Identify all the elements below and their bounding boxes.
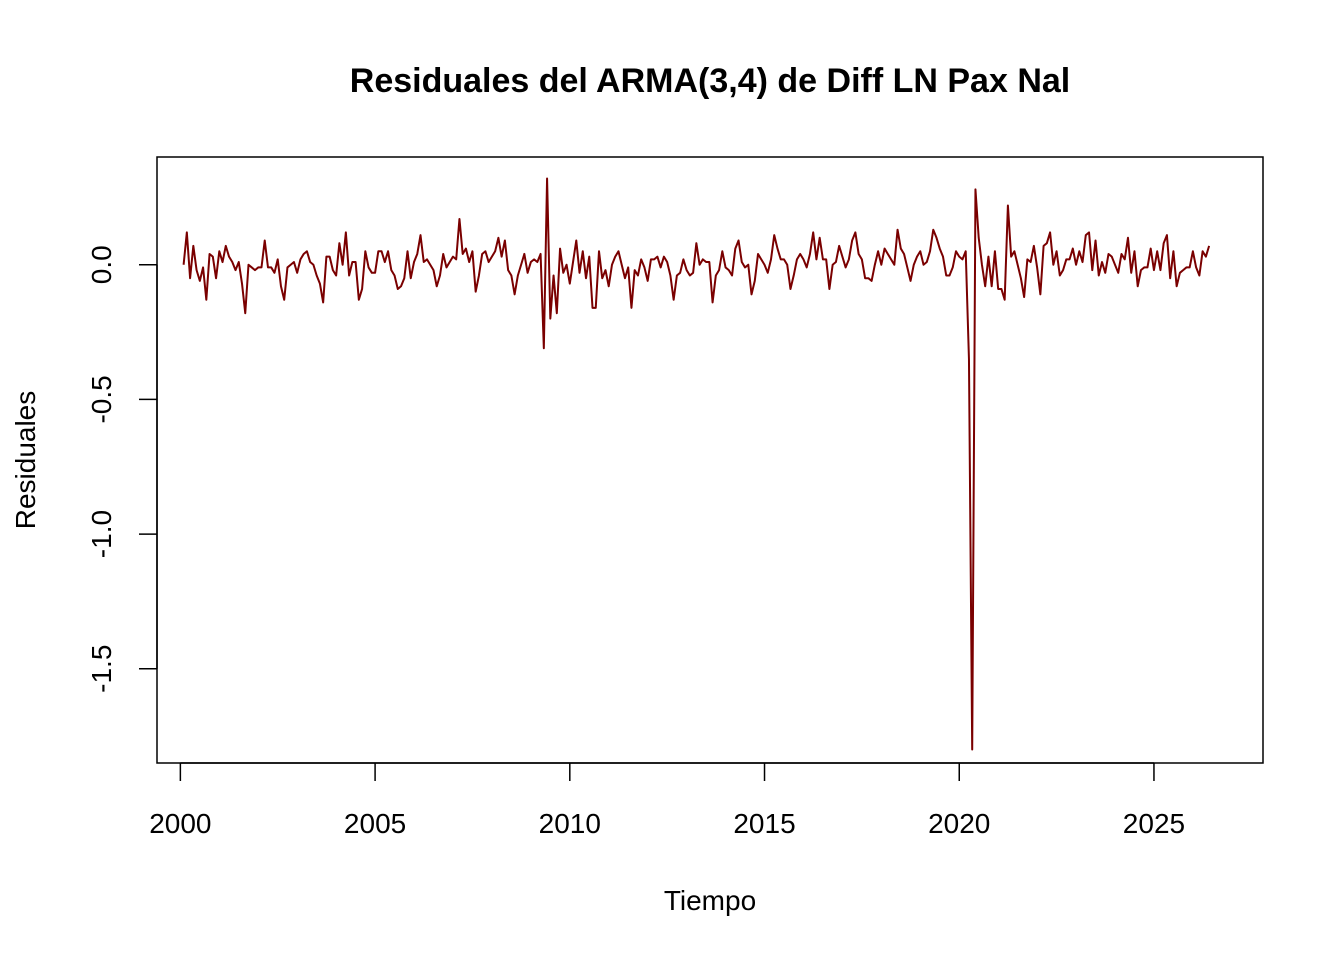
y-axis-label: Residuales — [10, 391, 41, 530]
y-tick-label: -0.5 — [86, 375, 117, 423]
residuals-series-line — [182, 177, 1211, 751]
y-tick-label: -1.0 — [86, 510, 117, 558]
x-tick-label: 2005 — [344, 808, 406, 839]
x-tick-label: 2000 — [149, 808, 211, 839]
x-axis-label: Tiempo — [664, 885, 756, 916]
x-tick-label: 2025 — [1123, 808, 1185, 839]
x-tick-label: 2015 — [733, 808, 795, 839]
chart-title: Residuales del ARMA(3,4) de Diff LN Pax … — [350, 62, 1070, 100]
y-tick-label: 0.0 — [86, 245, 117, 284]
y-tick-label: -1.5 — [86, 645, 117, 693]
y-axis: -1.5 -1.0 -0.5 0.0 — [86, 245, 158, 693]
x-axis: 2000 2005 2010 2015 2020 2025 — [149, 762, 1185, 839]
x-tick-label: 2020 — [928, 808, 990, 839]
x-tick-label: 2010 — [539, 808, 601, 839]
